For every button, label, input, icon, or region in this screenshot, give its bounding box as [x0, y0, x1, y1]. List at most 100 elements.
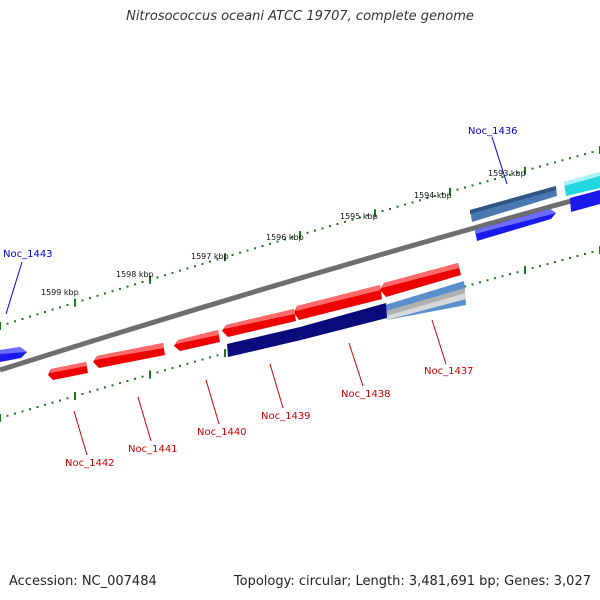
gene-label-noc-1442[interactable]: Noc_1442 — [65, 458, 115, 469]
outer-tick — [524, 166, 526, 175]
inner-tick — [171, 367, 174, 370]
gene-arrow-noc-1439-b[interactable] — [227, 327, 301, 357]
inner-tick — [29, 408, 31, 411]
gene-label-noc-1443[interactable]: Noc_1443 — [3, 249, 53, 260]
inner-tick — [516, 271, 519, 274]
gene-arrow-noc-1443-highlight — [0, 347, 27, 354]
inner-tick — [524, 266, 526, 275]
inner-tick — [156, 371, 159, 374]
outer-tick — [359, 216, 361, 219]
reverse-strand-features — [48, 263, 466, 380]
inner-tick — [119, 382, 121, 385]
inner-tick — [126, 380, 129, 382]
outer-tick — [449, 187, 451, 196]
outer-tick — [404, 203, 406, 206]
outer-tick-track — [0, 146, 600, 330]
inner-tick — [59, 399, 61, 402]
inner-tick — [194, 360, 196, 363]
gene-label-noc-1440[interactable]: Noc_1440 — [197, 427, 247, 438]
inner-tick — [0, 414, 1, 422]
outer-tick — [456, 188, 459, 191]
forward-strand-features — [0, 172, 600, 362]
inner-tick — [486, 279, 489, 282]
outer-tick — [194, 265, 196, 268]
outer-tick — [426, 197, 429, 200]
outer-tick — [381, 210, 384, 212]
outer-tick — [479, 182, 481, 185]
gene-arrow-noc-1442-highlight — [50, 362, 87, 373]
outer-tick — [209, 260, 211, 263]
outer-tick — [104, 292, 106, 295]
gene-label-noc-1436[interactable]: Noc_1436 — [468, 126, 518, 137]
outer-tick — [419, 199, 421, 202]
figure-title: Nitrosococcus oceani ATCC 19707, complet… — [126, 9, 474, 24]
leader-noc-1437 — [431, 319, 447, 365]
outer-tick — [81, 299, 84, 302]
outer-tick — [396, 205, 399, 208]
inner-tick — [6, 414, 9, 417]
outer-tick — [111, 290, 114, 293]
outer-tick — [74, 298, 76, 307]
outer-tick — [434, 195, 436, 197]
outer-tick — [321, 227, 324, 230]
inner-tick — [471, 283, 474, 286]
inner-tick — [14, 412, 16, 415]
outer-tick — [156, 276, 159, 279]
inner-tick — [554, 261, 556, 263]
inner-tick — [81, 393, 84, 395]
gene-arrow-noc-1436-shade — [470, 186, 556, 214]
outer-tick — [44, 311, 46, 313]
outer-tick — [179, 269, 181, 272]
inner-tick — [569, 257, 571, 259]
leader-noc-1442 — [73, 410, 88, 456]
accession-info: Accession: NC_007484 — [9, 574, 157, 589]
outer-tick — [231, 254, 234, 256]
gene-arrow-noc-1437-grey — [386, 288, 465, 316]
outer-tick — [389, 207, 391, 210]
gene-arrow-noc-1438-b[interactable] — [300, 303, 387, 340]
outer-tick — [164, 274, 166, 277]
outer-tick — [584, 153, 586, 156]
outer-tick — [171, 271, 174, 274]
outer-tick — [591, 151, 594, 154]
outer-tick — [554, 161, 556, 164]
scale-label-1599: 1599 kbp — [41, 288, 79, 297]
inner-tick — [164, 369, 166, 372]
gene-label-noc-1437[interactable]: Noc_1437 — [424, 366, 474, 377]
inner-tick — [186, 362, 189, 365]
outer-tick — [374, 209, 376, 218]
gene-arrow-cyan-highlight — [564, 172, 600, 186]
outer-tick — [411, 201, 414, 204]
scale-label-1596: 1596 kbp — [266, 233, 304, 242]
gene-arrow-right-edge[interactable] — [570, 190, 600, 212]
outer-tick — [36, 313, 39, 316]
gene-label-noc-1439[interactable]: Noc_1439 — [261, 411, 311, 422]
outer-tick — [224, 253, 226, 262]
outer-tick — [276, 240, 279, 243]
inner-tick — [89, 390, 91, 393]
gene-label-noc-1438[interactable]: Noc_1438 — [341, 389, 391, 400]
outer-tick — [494, 178, 496, 181]
scale-label-1598: 1598 kbp — [116, 270, 154, 279]
outer-tick — [201, 262, 204, 265]
outer-tick — [516, 171, 519, 174]
leader-noc-1439 — [269, 363, 284, 409]
outer-tick — [569, 157, 571, 160]
outer-tick — [314, 229, 316, 232]
outer-tick — [471, 184, 474, 187]
outer-tick — [351, 218, 354, 221]
gene-arrow-noc-1439-highlight — [224, 309, 295, 329]
outer-tick — [531, 167, 534, 170]
leader-noc-1441 — [137, 396, 152, 442]
inner-tick — [44, 403, 46, 406]
outer-tick — [126, 285, 129, 288]
inner-tick — [179, 364, 181, 367]
outer-tick — [89, 297, 91, 300]
outer-tick — [486, 180, 489, 183]
inner-tick — [509, 273, 511, 276]
outer-tick — [291, 236, 294, 239]
outer-tick — [14, 320, 16, 323]
gene-label-noc-1441[interactable]: Noc_1441 — [128, 444, 178, 455]
inner-tick — [21, 410, 24, 413]
